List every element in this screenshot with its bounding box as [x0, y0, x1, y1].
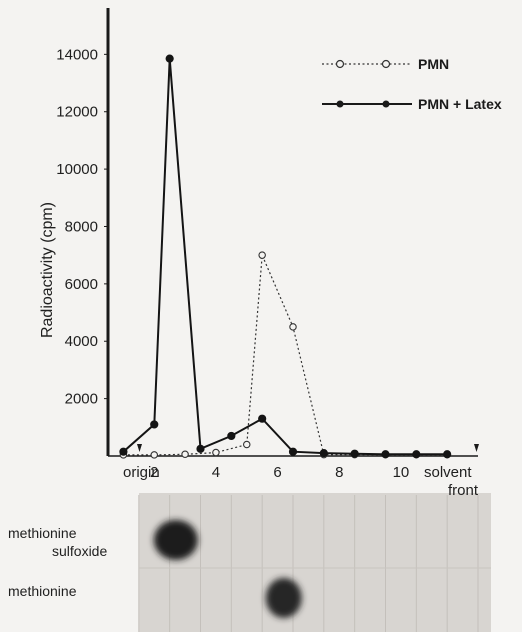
x-solvent-label: solvent — [424, 464, 472, 481]
data-point-pmn — [258, 251, 266, 259]
data-point-pmn-latex — [196, 444, 205, 453]
legend-marker-pmn-1 — [335, 59, 345, 69]
data-point-pmn — [212, 448, 220, 457]
origin-marker — [137, 444, 142, 452]
data-point-pmn — [150, 451, 159, 459]
x-tick-label: 2 — [150, 464, 158, 481]
data-point-pmn — [243, 440, 251, 449]
data-point-pmn-latex — [119, 447, 128, 456]
y-axis-label: Radioactivity (cpm) — [39, 202, 56, 338]
y-tick-label: 4000 — [65, 333, 98, 350]
y-tick-label: 10000 — [56, 161, 98, 178]
series-line-pmn — [123, 254, 448, 456]
y-tick-label: 6000 — [65, 276, 98, 293]
data-point-pmn-latex — [165, 54, 174, 63]
data-point-pmn — [181, 450, 189, 459]
legend-label-pmn: PMN — [418, 56, 449, 72]
series-line-pmn-latex — [122, 58, 448, 456]
data-point-pmn — [289, 323, 297, 331]
x-ticks: 2 4 6 8 10 — [150, 464, 409, 481]
y-tick-label: 12000 — [56, 104, 98, 121]
data-point-pmn-latex — [227, 431, 236, 441]
y-tick-label: 14000 — [56, 46, 98, 63]
data-point-pmn-latex — [150, 420, 159, 429]
y-tick-label: 2000 — [65, 391, 98, 408]
chromatogram-lanes — [138, 495, 491, 632]
data-point-pmn-latex — [288, 447, 298, 456]
legend-label-pmn-latex: PMN + Latex — [418, 96, 502, 112]
x-tick-label: 6 — [273, 464, 281, 481]
band-label-sulfoxide-1: methionine — [8, 525, 77, 541]
legend-marker-pmn-2 — [381, 59, 391, 69]
x-tick-label: 4 — [212, 464, 220, 481]
x-origin-label: origin — [123, 464, 160, 481]
series-layer — [119, 54, 452, 459]
legend-marker-pmn-latex-1 — [336, 100, 344, 108]
data-point-pmn-latex — [319, 449, 328, 458]
methionine-sulfoxide-spot — [153, 520, 198, 560]
data-point-pmn-latex — [350, 449, 359, 458]
x-tick-label: 10 — [393, 464, 410, 481]
solvent-front-marker — [474, 444, 479, 452]
x-front-label: front — [448, 482, 479, 499]
data-point-pmn-latex — [412, 450, 421, 459]
data-point-pmn-latex — [443, 450, 452, 459]
y-tick-label: 8000 — [65, 218, 98, 235]
chromatogram-background — [139, 493, 491, 632]
methionine-spot — [265, 578, 302, 618]
chromatogram-strip — [138, 493, 491, 632]
x-tick-label: 8 — [335, 464, 343, 481]
band-label-methionine: methionine — [8, 583, 77, 599]
legend-marker-pmn-latex-2 — [382, 100, 390, 108]
data-point-pmn-latex — [381, 450, 390, 459]
band-label-sulfoxide-2: sulfoxide — [52, 543, 107, 559]
data-point-pmn-latex — [258, 414, 267, 423]
legend: PMN PMN + Latex — [322, 56, 502, 112]
y-ticks: 2000 4000 6000 8000 10000 12000 14000 — [56, 46, 108, 408]
